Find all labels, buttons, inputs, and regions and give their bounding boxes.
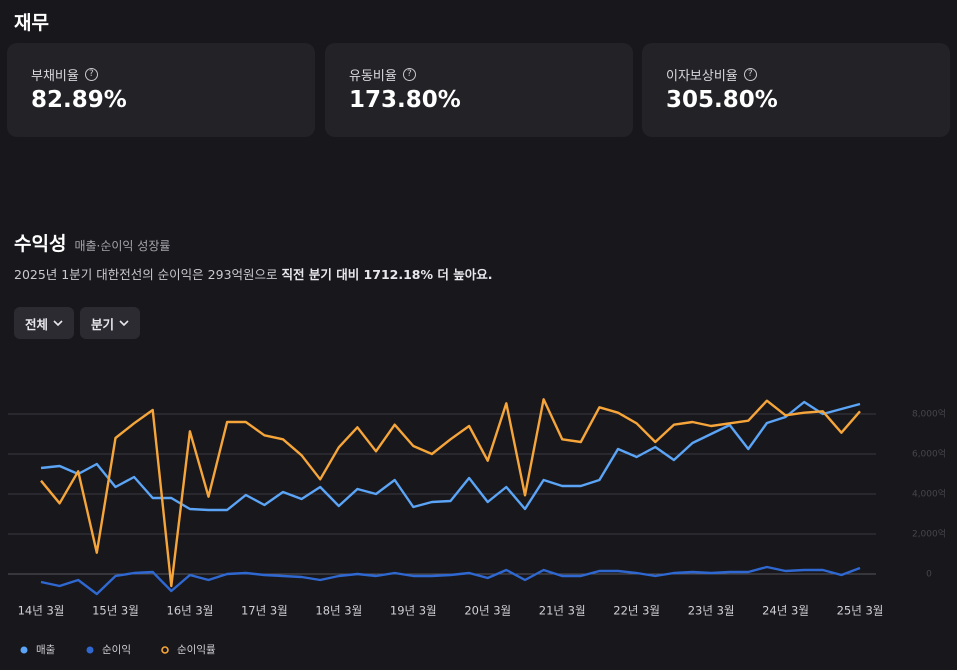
x-tick-label: 20년 3월 [464, 604, 511, 618]
filter-label: 전체 [25, 316, 49, 332]
metric-value: 82.89% [31, 87, 127, 113]
description-highlight: 직전 분기 대비 1712.18% 더 높아요. [281, 267, 493, 282]
chevron [53, 319, 63, 326]
metric-label: 부채비율 [31, 69, 79, 84]
help-icon[interactable]: ? [743, 68, 757, 81]
x-tick-label: 25년 3월 [837, 604, 884, 618]
filter-label: 분기 [91, 316, 115, 332]
series-line [40, 565, 861, 596]
legend-label: 매출 [36, 644, 56, 656]
x-tick-label: 15년 3월 [92, 604, 139, 618]
metric-card: 유동비율? 173.80% [325, 43, 633, 137]
x-tick-label: 21년 3월 [539, 604, 586, 618]
help-icon[interactable]: ? [402, 68, 416, 81]
series-line [40, 400, 861, 512]
metric-card: 부채비율? 82.89% [7, 43, 315, 137]
description-text: 2025년 1분기 대한전선의 순이익은 293억원으로 [14, 267, 282, 282]
y-tick-label: 6,000억 [912, 448, 946, 460]
section-header: 수익성 매출·순이익 성장률 [14, 229, 170, 256]
metric-value: 173.80% [349, 87, 461, 113]
y-tick-label: 2,000억 [912, 528, 946, 540]
x-tick-label: 17년 3월 [241, 604, 288, 618]
section-subtitle: 매출·순이익 성장률 [74, 239, 171, 253]
metric-card: 이자보상비율? 305.80% [642, 43, 950, 137]
x-tick-label: 16년 3월 [167, 604, 214, 618]
x-tick-label: 22년 3월 [613, 604, 660, 618]
help-icon[interactable]: ? [84, 68, 98, 81]
description: 2025년 1분기 대한전선의 순이익은 293억원으로 직전 분기 대비 17… [14, 264, 492, 283]
series-line [40, 398, 861, 588]
metric-value: 305.80% [666, 87, 778, 113]
section-title: 수익성 [14, 233, 67, 255]
section-title: 재무 [14, 12, 49, 34]
x-tick-label: 19년 3월 [390, 604, 437, 618]
x-tick-label: 18년 3월 [315, 604, 362, 618]
chevron [119, 319, 129, 326]
legend-swatch [161, 646, 169, 654]
y-tick-label: 4,000억 [912, 488, 946, 500]
y-tick-label: 0 [926, 570, 932, 580]
filter-button[interactable]: 분기 [80, 307, 141, 339]
legend-label: 순이익 [102, 644, 131, 656]
x-tick-label: 23년 3월 [688, 604, 735, 618]
y-tick-label: 8,000억 [912, 408, 946, 420]
legend-label: 순이익률 [177, 644, 216, 656]
filter-button[interactable]: 전체 [14, 307, 75, 339]
legend-swatch [20, 646, 28, 654]
metric-label: 이자보상비율 [666, 69, 738, 84]
legend-swatch [86, 646, 94, 654]
x-tick-label: 24년 3월 [762, 604, 809, 618]
x-tick-label: 14년 3월 [18, 604, 65, 618]
metric-label: 유동비율 [349, 69, 397, 84]
